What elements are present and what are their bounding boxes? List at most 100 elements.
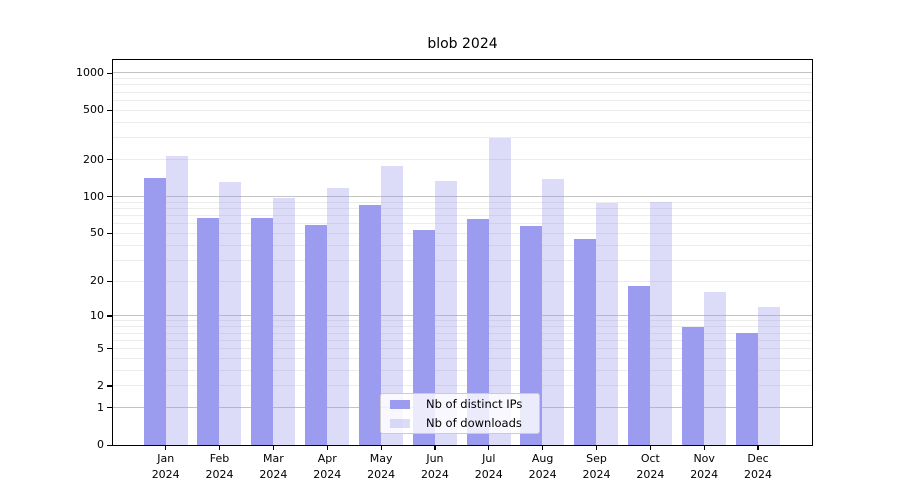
gridline-minor (113, 326, 812, 328)
x-tick-label-jul: Jul 2024 (474, 452, 503, 481)
plot-area: Nb of distinct IPs Nb of downloads (112, 59, 813, 446)
y-tick-mark (107, 348, 113, 350)
gridline-minor (113, 137, 812, 139)
x-tick-mark (488, 445, 490, 451)
y-tick-mark (107, 385, 113, 387)
x-tick-mark (434, 445, 436, 451)
y-tick-mark (107, 72, 113, 74)
gridline-minor (113, 207, 812, 209)
gridline-minor (113, 214, 812, 216)
x-tick-mark (703, 445, 705, 451)
legend-entry-distinct-ips: Nb of distinct IPs (390, 397, 530, 411)
gridline-minor (113, 369, 812, 371)
x-tick-mark (380, 445, 382, 451)
x-tick-label-nov: Nov 2024 (690, 452, 719, 481)
y-tick-label: 0 (97, 438, 104, 452)
gridline-major (113, 195, 812, 197)
bar-distinct-ips-dec (735, 333, 758, 445)
gridline-minor (113, 84, 812, 86)
y-tick-label: 200 (83, 152, 104, 166)
gridline-minor (113, 385, 812, 387)
bar-downloads-jan (165, 156, 188, 445)
legend-entry-downloads: Nb of downloads (390, 416, 530, 430)
y-tick-mark (107, 407, 113, 409)
x-tick-mark (326, 445, 328, 451)
bar-downloads-aug (542, 179, 565, 445)
gridline-minor (113, 280, 812, 282)
y-tick-mark (107, 280, 113, 282)
y-tick-label: 10 (90, 309, 104, 323)
bar-downloads-oct (650, 202, 673, 445)
bar-downloads-dec (757, 306, 780, 445)
gridline-minor (113, 259, 812, 261)
y-tick-mark (107, 232, 113, 235)
bar-distinct-ips-jan (143, 177, 166, 445)
bar-downloads-feb (219, 181, 242, 445)
y-tick-label: 50 (90, 226, 104, 240)
x-tick-label-sep: Sep 2024 (582, 452, 611, 481)
y-tick-label: 5 (97, 341, 104, 355)
bar-distinct-ips-sep (574, 238, 597, 445)
bar-downloads-jun (434, 180, 457, 445)
y-tick-mark (107, 315, 113, 317)
legend-swatch-downloads (390, 418, 410, 428)
bar-downloads-mar (273, 198, 296, 445)
y-tick-mark (107, 109, 113, 111)
x-tick-label-apr: Apr 2024 (313, 452, 342, 481)
bar-distinct-ips-mar (251, 217, 274, 445)
gridline-minor (113, 357, 812, 359)
x-tick-mark (542, 445, 544, 451)
gridline-minor (113, 201, 812, 203)
bar-distinct-ips-apr (305, 225, 328, 445)
x-tick-label-may: May 2024 (367, 452, 396, 481)
x-tick-label-oct: Oct 2024 (636, 452, 665, 481)
bar-downloads-sep (596, 203, 619, 445)
bar-downloads-nov (704, 292, 726, 445)
bar-distinct-ips-oct (628, 286, 651, 445)
x-tick-label-jun: Jun 2024 (420, 452, 449, 481)
legend-label-distinct-ips: Nb of distinct IPs (426, 397, 523, 411)
y-tick-mark (107, 159, 113, 161)
bar-downloads-jul (488, 137, 511, 445)
y-tick-mark (107, 196, 113, 198)
y-tick-label: 1000 (76, 66, 104, 80)
gridline-minor (113, 339, 812, 341)
legend-label-downloads: Nb of downloads (426, 416, 522, 430)
x-tick-label-feb: Feb 2024 (205, 452, 234, 481)
gridline-minor (113, 232, 812, 234)
x-tick-label-aug: Aug 2024 (528, 452, 557, 481)
gridline-major (113, 315, 812, 317)
gridline-minor (113, 99, 812, 101)
gridline-minor (113, 158, 812, 160)
x-tick-mark (218, 445, 221, 451)
x-tick-mark (272, 445, 274, 451)
legend: Nb of distinct IPs Nb of downloads (380, 393, 540, 434)
y-tick-label: 100 (83, 189, 104, 203)
bar-distinct-ips-jun (412, 230, 435, 445)
gridline-minor (113, 332, 812, 334)
x-tick-mark (165, 445, 167, 451)
gridline-minor (113, 109, 812, 111)
y-tick-label: 2 (97, 379, 104, 393)
x-tick-label-jan: Jan 2024 (151, 452, 180, 481)
gridline-minor (113, 244, 812, 246)
gridline-minor (113, 348, 812, 349)
bar-distinct-ips-jul (466, 219, 489, 445)
gridline-minor (113, 78, 812, 80)
x-tick-mark (757, 445, 759, 451)
y-tick-label: 500 (83, 103, 104, 117)
bar-distinct-ips-nov (682, 326, 704, 445)
chart-title: blob 2024 (427, 36, 498, 52)
gridline-minor (113, 223, 812, 225)
gridline-minor (113, 91, 812, 93)
x-tick-mark (595, 445, 598, 451)
y-tick-label: 1 (97, 400, 104, 414)
x-tick-label-mar: Mar 2024 (259, 452, 288, 481)
y-tick-label: 20 (90, 274, 104, 288)
bar-downloads-apr (327, 187, 350, 445)
bar-downloads-may (380, 165, 403, 445)
x-tick-label-dec: Dec 2024 (744, 452, 773, 481)
bar-distinct-ips-aug (520, 226, 543, 445)
gridline-minor (113, 121, 812, 123)
